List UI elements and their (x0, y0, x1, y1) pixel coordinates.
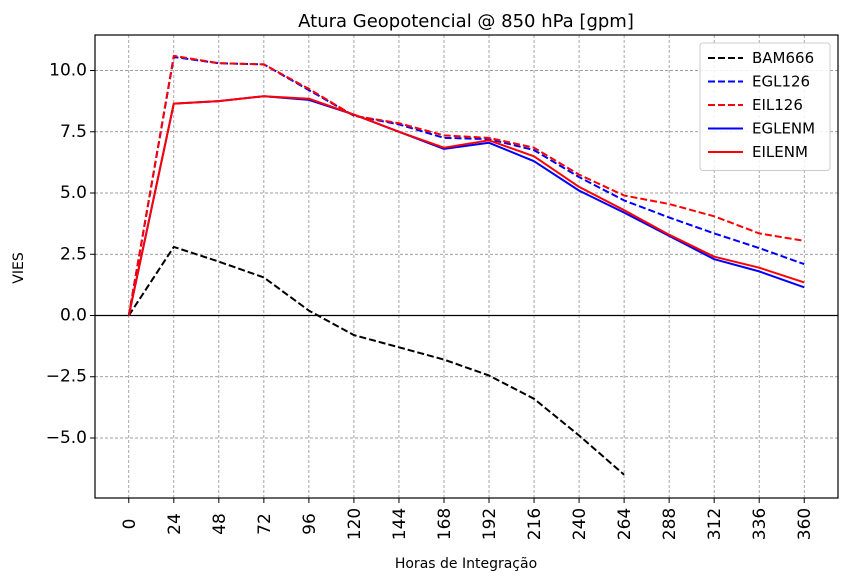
x-tick-label: 120 (345, 508, 365, 540)
x-tick-label: 144 (390, 508, 410, 540)
series-line-eilenm (127, 95, 805, 316)
plot-frame (94, 34, 839, 499)
x-tick-label: 72 (255, 513, 275, 535)
y-tick-label: 10.0 (49, 61, 87, 81)
chart-title: Atura Geopotencial @ 850 hPa [gpm] (298, 11, 634, 32)
x-tick-label: 96 (300, 513, 320, 535)
legend-label: EIL126 (752, 96, 803, 114)
x-axis-label: Horas de Integração (395, 556, 537, 572)
y-axis: −5.0 −2.5 0.0 2.5 5.0 7.5 10.0 (46, 61, 95, 448)
x-tick-label: 0 (120, 519, 140, 530)
x-tick-label: 168 (435, 508, 455, 540)
x-tick-label: 192 (480, 508, 500, 540)
x-tick-label: 312 (705, 508, 725, 540)
legend-label: EGLENM (752, 120, 815, 138)
grid (95, 35, 838, 498)
legend-label: EGL126 (752, 73, 810, 91)
y-tick-label: −5.0 (46, 428, 87, 448)
x-tick-label: 336 (750, 508, 770, 540)
y-tick-label: 0.0 (60, 305, 87, 325)
x-tick-label: 48 (210, 513, 230, 535)
legend-label: BAM666 (752, 49, 814, 67)
x-tick-label: 24 (165, 513, 185, 535)
x-tick-label: 216 (525, 508, 545, 540)
series-line-eil126 (127, 54, 805, 316)
y-tick-label: 2.5 (60, 244, 87, 264)
legend: BAM666 EGL126 EIL126 EGLENM EILENM (699, 42, 831, 171)
x-tick-label: 264 (615, 508, 635, 540)
y-tick-label: 7.5 (60, 122, 87, 142)
x-tick-label: 360 (795, 508, 815, 540)
y-tick-label: −2.5 (46, 367, 87, 387)
legend-frame (699, 42, 831, 171)
series-group (127, 54, 805, 476)
series-line-bam666 (127, 245, 625, 476)
legend-label: EILENM (752, 143, 808, 161)
x-tick-label: 288 (660, 508, 680, 540)
x-axis: 0 24 48 72 96 120 144 168 192 216 240 264 288 312 336 3… (120, 498, 815, 540)
x-tick-label: 240 (570, 508, 590, 540)
y-tick-label: 5.0 (60, 183, 87, 203)
y-axis-label: VIES (11, 252, 27, 284)
